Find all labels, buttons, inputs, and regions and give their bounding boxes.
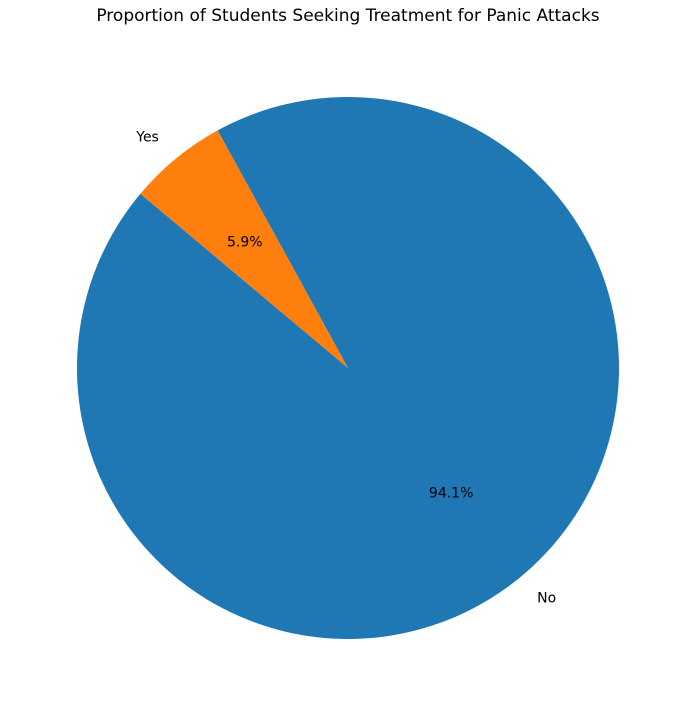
pct-label-yes: 5.9% — [227, 234, 263, 250]
chart-title: Proportion of Students Seeking Treatment… — [96, 6, 599, 26]
pie-slice-yes — [140, 130, 348, 368]
slice-label-no: No — [537, 590, 556, 606]
slice-label-yes: Yes — [135, 130, 159, 146]
pie-labels: No 94.1% Yes 5.9% — [135, 130, 556, 607]
pie-slices — [76, 97, 619, 640]
pct-label-no: 94.1% — [429, 486, 473, 502]
pie-slice-no — [76, 97, 619, 640]
